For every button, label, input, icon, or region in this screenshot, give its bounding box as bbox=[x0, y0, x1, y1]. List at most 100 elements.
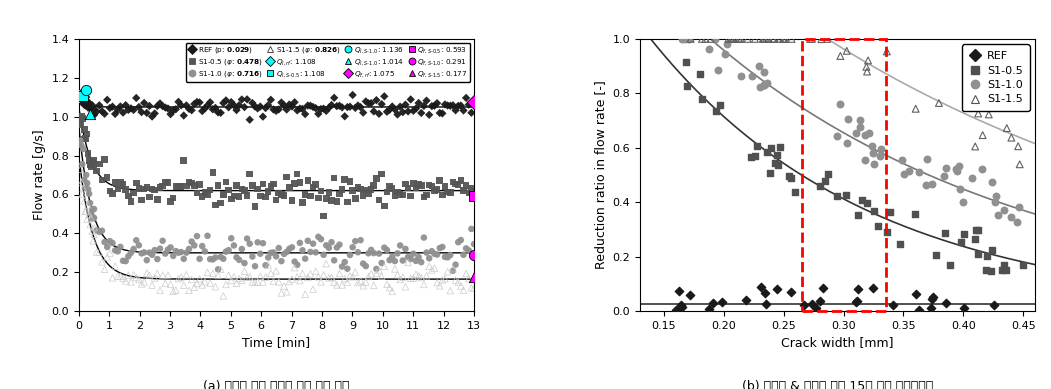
Point bbox=[130, 242, 147, 249]
Point bbox=[197, 105, 213, 112]
Point bbox=[829, 133, 846, 139]
Point bbox=[263, 97, 280, 103]
Point bbox=[88, 249, 105, 255]
Point bbox=[94, 177, 110, 183]
Point bbox=[363, 271, 379, 277]
Point bbox=[331, 270, 348, 277]
Point bbox=[355, 110, 372, 116]
Point bbox=[321, 245, 337, 251]
Point bbox=[305, 286, 322, 292]
Point bbox=[434, 192, 451, 198]
Point bbox=[994, 267, 1011, 273]
Point bbox=[415, 281, 432, 287]
Point bbox=[389, 111, 406, 117]
Point bbox=[415, 194, 432, 200]
Point bbox=[382, 284, 398, 291]
Point bbox=[724, 36, 741, 42]
Point bbox=[373, 171, 390, 177]
Point bbox=[183, 277, 200, 283]
Point bbox=[157, 251, 173, 257]
Point bbox=[209, 266, 226, 272]
Point bbox=[783, 289, 800, 295]
Point bbox=[296, 256, 313, 262]
Point bbox=[218, 281, 234, 287]
Point bbox=[300, 102, 316, 109]
Point bbox=[149, 256, 166, 262]
Point bbox=[347, 269, 364, 275]
Point bbox=[420, 112, 437, 118]
Point bbox=[970, 110, 987, 117]
Point bbox=[935, 173, 952, 179]
Point bbox=[849, 212, 866, 218]
Point bbox=[983, 268, 1000, 274]
Point bbox=[712, 102, 728, 108]
Point bbox=[333, 263, 350, 270]
Point bbox=[743, 72, 760, 79]
Point bbox=[445, 179, 461, 185]
Point bbox=[305, 184, 322, 190]
Point bbox=[787, 189, 804, 195]
Point bbox=[450, 279, 467, 285]
Point bbox=[738, 297, 755, 303]
Point bbox=[141, 272, 158, 278]
Point bbox=[403, 96, 419, 103]
Point bbox=[405, 275, 421, 282]
Point bbox=[312, 279, 329, 285]
Point bbox=[107, 247, 124, 254]
Point bbox=[265, 181, 282, 187]
Point bbox=[815, 285, 831, 291]
Point bbox=[115, 258, 131, 264]
Point bbox=[333, 282, 350, 288]
Point bbox=[410, 181, 427, 187]
Point bbox=[376, 93, 393, 100]
Point bbox=[977, 266, 994, 273]
Point bbox=[204, 270, 221, 277]
Point bbox=[75, 185, 91, 191]
Point bbox=[775, 36, 791, 42]
Point bbox=[188, 233, 205, 239]
Point bbox=[756, 68, 772, 75]
Point bbox=[123, 198, 140, 204]
Point bbox=[305, 104, 322, 110]
Point bbox=[1010, 143, 1027, 149]
Point bbox=[165, 253, 182, 259]
Point bbox=[176, 158, 192, 164]
Point bbox=[300, 178, 316, 184]
Point bbox=[291, 277, 308, 284]
Point bbox=[279, 174, 295, 180]
Point bbox=[350, 184, 367, 190]
Point bbox=[460, 275, 477, 282]
Point bbox=[71, 137, 88, 144]
Point bbox=[767, 160, 784, 166]
Point bbox=[360, 273, 377, 280]
Point bbox=[840, 116, 857, 122]
Point bbox=[294, 106, 311, 112]
Point bbox=[408, 185, 425, 191]
Point bbox=[682, 36, 699, 42]
Point bbox=[244, 279, 261, 285]
Point bbox=[458, 245, 475, 251]
Point bbox=[254, 114, 271, 120]
Point bbox=[817, 178, 833, 184]
Point bbox=[328, 244, 345, 251]
Point bbox=[310, 234, 327, 240]
Point bbox=[849, 286, 866, 292]
Point bbox=[415, 235, 432, 241]
Point bbox=[431, 110, 448, 116]
Point bbox=[71, 166, 88, 172]
Point bbox=[167, 287, 184, 293]
Point bbox=[426, 187, 442, 194]
Point bbox=[911, 307, 928, 313]
Point bbox=[384, 185, 400, 191]
Point bbox=[371, 251, 388, 257]
Point bbox=[431, 283, 448, 289]
Point bbox=[109, 248, 126, 254]
Point bbox=[85, 216, 102, 222]
Point bbox=[165, 288, 182, 294]
Point bbox=[221, 187, 238, 193]
Point bbox=[410, 100, 427, 106]
Point bbox=[769, 162, 786, 168]
Point bbox=[249, 239, 266, 245]
Point bbox=[700, 305, 717, 312]
Point bbox=[463, 285, 480, 291]
